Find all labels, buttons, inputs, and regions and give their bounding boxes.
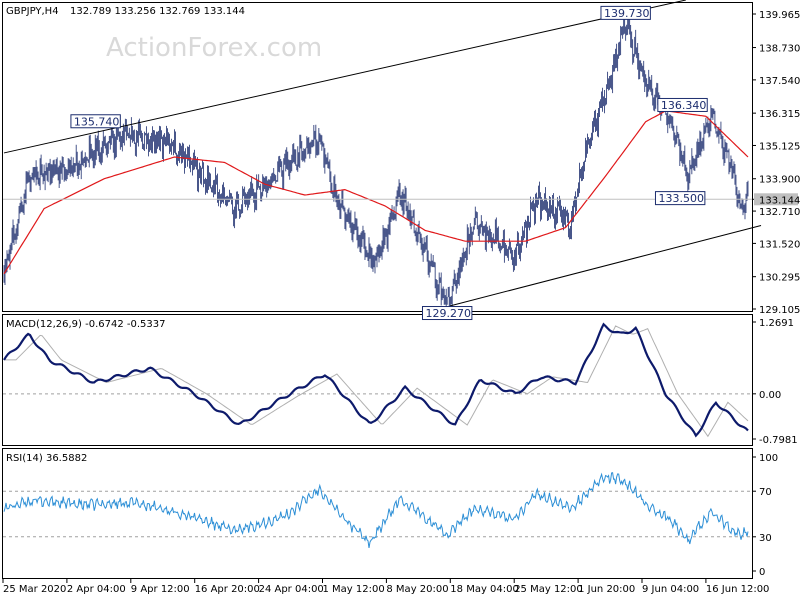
- rsi-panel[interactable]: [2, 448, 753, 579]
- x-tick-label: 1 May 12:00: [323, 584, 385, 595]
- channel-lower: [450, 224, 762, 307]
- rsi-tick-label: 100: [759, 453, 778, 464]
- macd-line: [3, 322, 749, 438]
- x-tick-label: 1 Jun 20:00: [578, 584, 635, 595]
- rsi-title: RSI(14) 36.5882: [6, 453, 87, 464]
- price-annotation: 136.340: [657, 97, 708, 112]
- rsi-tick-label: 0: [759, 567, 765, 578]
- annotation-box: [421, 306, 473, 321]
- watermark: ActionForex.com: [106, 33, 322, 63]
- current-price-box: [754, 193, 798, 206]
- macd-title: MACD(12,26,9) -0.6742 -0.5337: [6, 319, 166, 330]
- price-annotation: 139.730: [600, 5, 651, 20]
- macd-layer: [3, 322, 752, 438]
- annotation-label: 133.500: [658, 192, 704, 205]
- axes-layer: 139.965 138.730 137.540 136.315 135.125 133.9…: [2, 10, 800, 595]
- price-annotation: 135.740: [70, 114, 121, 129]
- annotation-label: 129.270: [425, 307, 471, 320]
- price-tick-label: 133.900: [759, 175, 800, 186]
- chart-symbol: GBPJPY,H4: [6, 6, 59, 17]
- annotation-box: [70, 114, 121, 129]
- price-tick-label: 131.520: [759, 239, 800, 250]
- x-tick-label: 16 Jun 12:00: [706, 584, 770, 595]
- x-tick-label: 2 Apr 04:00: [67, 584, 126, 595]
- rsi-line: [3, 472, 749, 548]
- x-tick-label: 16 Apr 20:00: [195, 584, 260, 595]
- annotation-box: [654, 191, 706, 206]
- price-tick-label: 129.105: [759, 305, 800, 316]
- x-tick-label: 8 May 20:00: [386, 584, 448, 595]
- x-tick-label: 24 Apr 04:00: [259, 584, 324, 595]
- x-tick-label: 25 May 12:00: [514, 584, 583, 595]
- price-tick-label: 137.540: [759, 76, 800, 87]
- moving-average-line: [3, 110, 749, 275]
- current-price-label: 133.144: [759, 195, 800, 206]
- annotation-label: 139.730: [604, 7, 650, 20]
- macd-tick-label: -0.7981: [759, 435, 798, 446]
- x-tick-label: 18 May 04:00: [450, 584, 519, 595]
- price-layer: 135.740 129.270 139.730 136.340 133.500: [3, 0, 762, 321]
- price-tick-label: 135.125: [759, 141, 800, 152]
- price-tick-label: 139.965: [759, 10, 800, 21]
- x-tick-label: 25 Mar 2020: [3, 584, 66, 595]
- x-tick-label: 9 Jun 04:00: [642, 584, 699, 595]
- annotation-box: [600, 5, 651, 20]
- annotation-label: 135.740: [74, 115, 120, 128]
- price-annotation: 133.500: [654, 191, 706, 206]
- macd-signal-line: [4, 325, 749, 438]
- rsi-tick-label: 30: [759, 533, 772, 544]
- price-annotation: 129.270: [421, 306, 473, 321]
- annotation-box: [657, 97, 708, 112]
- annotation-label: 136.340: [661, 99, 707, 112]
- price-tick-label: 130.295: [759, 273, 800, 284]
- macd-tick-label: 0.00: [759, 390, 781, 401]
- price-tick-label: 138.730: [759, 44, 800, 55]
- chart-ohlc: 132.789 133.256 132.769 133.144: [70, 6, 245, 17]
- macd-panel[interactable]: [2, 314, 753, 446]
- rsi-layer: [3, 472, 752, 548]
- price-tick-label: 132.710: [759, 207, 800, 218]
- rsi-tick-label: 70: [759, 487, 772, 498]
- macd-tick-label: 1.2691: [759, 318, 794, 329]
- price-tick-label: 136.315: [759, 109, 800, 120]
- x-tick-label: 9 Apr 12:00: [131, 584, 190, 595]
